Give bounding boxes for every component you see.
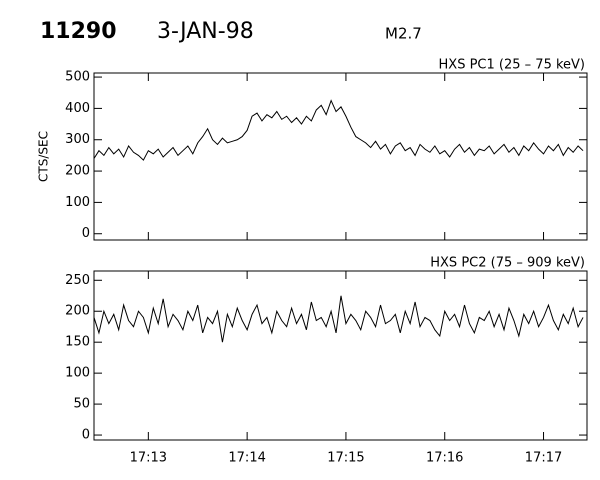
y-tick-label: 250 <box>65 273 90 288</box>
panel-title: HXS PC1 (25 – 75 keV) <box>439 58 585 73</box>
y-tick-label: 50 <box>73 397 90 412</box>
flare-class: M2.7 <box>385 25 422 43</box>
y-tick-label: 500 <box>65 70 90 85</box>
y-tick-label: 0 <box>82 226 90 241</box>
y-tick-label: 200 <box>65 304 90 319</box>
x-tick-label: 17:15 <box>327 451 364 466</box>
y-tick-label: 0 <box>82 428 90 443</box>
y-tick-label: 400 <box>65 101 90 116</box>
y-tick-label: 150 <box>65 335 90 350</box>
data-line <box>93 99 584 161</box>
y-tick-label: 100 <box>65 195 90 210</box>
plot-frame <box>93 72 588 241</box>
y-tick-label: 200 <box>65 164 90 179</box>
data-line <box>93 295 584 343</box>
plot-frame <box>93 270 588 441</box>
event-date: 3-JAN-98 <box>157 19 254 44</box>
y-tick-label: 100 <box>65 366 90 381</box>
y-tick-label: 300 <box>65 132 90 147</box>
panel-title: HXS PC2 (75 – 909 keV) <box>430 256 585 271</box>
x-tick-label: 17:14 <box>228 451 265 466</box>
event-number: 11290 <box>40 19 117 44</box>
x-tick-label: 17:17 <box>525 451 562 466</box>
y-axis-label: CTS/SEC <box>37 131 51 182</box>
x-tick-label: 17:16 <box>426 451 463 466</box>
x-tick-label: 17:13 <box>130 451 167 466</box>
